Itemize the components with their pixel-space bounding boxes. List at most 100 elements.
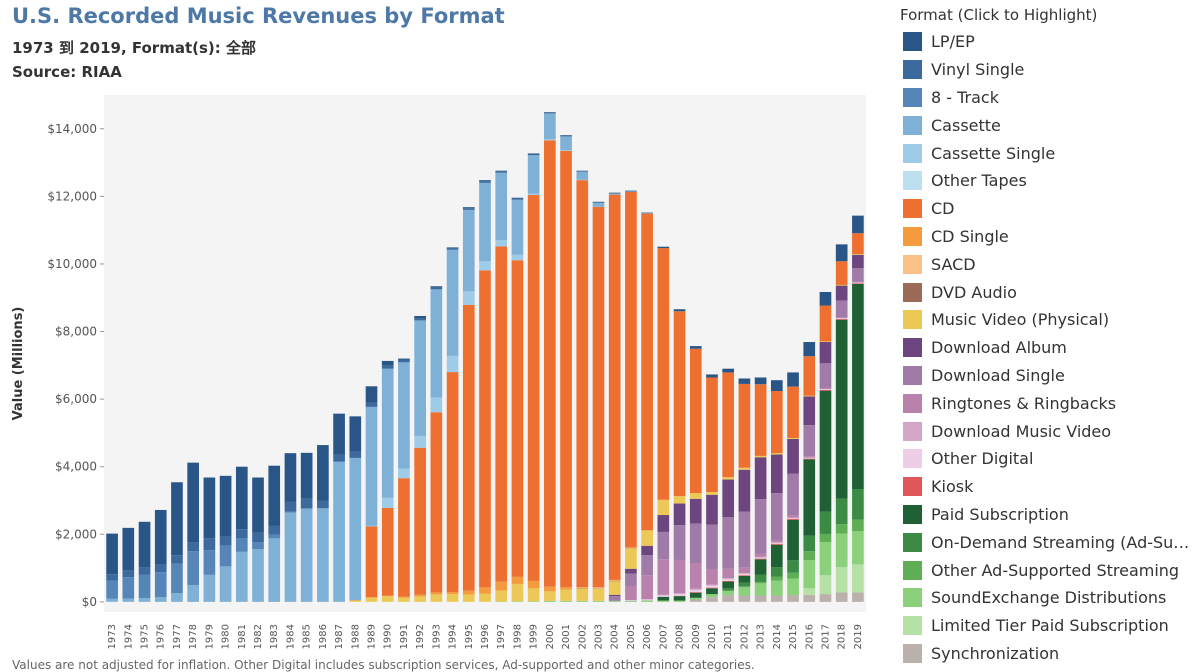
bar-segment[interactable]	[512, 199, 524, 200]
bar-segment[interactable]	[787, 560, 799, 573]
bar-segment[interactable]	[236, 552, 248, 602]
bar-segment[interactable]	[739, 567, 751, 573]
bar-segment[interactable]	[820, 594, 832, 602]
bar-segment[interactable]	[787, 516, 799, 518]
bar-segment[interactable]	[641, 601, 653, 602]
bar-segment[interactable]	[593, 203, 605, 207]
bar-segment[interactable]	[852, 254, 864, 255]
bar-segment[interactable]	[803, 396, 815, 397]
bar-segment[interactable]	[560, 150, 572, 151]
bar-segment[interactable]	[576, 587, 588, 588]
bar-segment[interactable]	[447, 248, 459, 250]
bar-segment[interactable]	[852, 283, 864, 284]
bar-segment[interactable]	[576, 601, 588, 602]
bar-segment[interactable]	[625, 569, 637, 574]
bar-segment[interactable]	[593, 588, 605, 589]
bar-segment[interactable]	[739, 470, 751, 512]
bar-segment[interactable]	[755, 558, 767, 559]
bar-segment[interactable]	[658, 247, 670, 248]
bar-segment[interactable]	[366, 403, 378, 407]
bar-segment[interactable]	[739, 574, 751, 575]
bar-segment[interactable]	[382, 369, 394, 498]
bar-segment[interactable]	[820, 363, 832, 388]
bar-segment[interactable]	[852, 233, 864, 254]
bar-segment[interactable]	[722, 480, 734, 518]
bar-segment[interactable]	[722, 578, 734, 579]
bar-segment[interactable]	[771, 544, 783, 545]
bar-segment[interactable]	[852, 284, 864, 489]
legend-item[interactable]: SoundExchange Distributions	[898, 584, 1198, 612]
bar-segment[interactable]	[803, 459, 815, 460]
bar-segment[interactable]	[479, 180, 491, 181]
bar-segment[interactable]	[706, 585, 718, 586]
bar-segment[interactable]	[641, 531, 653, 546]
bar-segment[interactable]	[512, 577, 524, 584]
bar-segment[interactable]	[431, 289, 443, 397]
bar-segment[interactable]	[820, 306, 832, 342]
bar-segment[interactable]	[690, 493, 702, 499]
bar-segment[interactable]	[463, 208, 475, 210]
bar-segment[interactable]	[463, 305, 475, 591]
legend-item[interactable]: Other Ad-Supported Streaming	[898, 556, 1198, 584]
bar-segment[interactable]	[544, 114, 556, 140]
bar-segment[interactable]	[836, 319, 848, 320]
bar-segment[interactable]	[771, 567, 783, 576]
bar-segment[interactable]	[787, 518, 799, 519]
bar-segment[interactable]	[820, 575, 832, 594]
bar-segment[interactable]	[220, 566, 232, 601]
bar-segment[interactable]	[528, 194, 540, 195]
bar-segment[interactable]	[690, 598, 702, 600]
bar-segment[interactable]	[820, 390, 832, 391]
bar-segment[interactable]	[431, 286, 443, 287]
bar-segment[interactable]	[836, 318, 848, 319]
bar-segment[interactable]	[366, 526, 378, 527]
legend-item[interactable]: Download Album	[898, 334, 1198, 362]
bar-segment[interactable]	[820, 542, 832, 575]
bar-segment[interactable]	[349, 416, 361, 451]
bar-segment[interactable]	[755, 377, 767, 384]
bar-segment[interactable]	[787, 474, 799, 516]
bar-segment[interactable]	[560, 601, 572, 602]
bar-segment[interactable]	[674, 596, 686, 600]
legend-item[interactable]: CD Single	[898, 223, 1198, 251]
bar-segment[interactable]	[706, 594, 718, 597]
legend-item[interactable]: Limited Tier Paid Subscription	[898, 612, 1198, 640]
bar-segment[interactable]	[171, 564, 183, 593]
bar-segment[interactable]	[268, 466, 280, 526]
bar-segment[interactable]	[285, 453, 297, 501]
bar-segment[interactable]	[187, 585, 199, 602]
bar-segment[interactable]	[349, 452, 361, 458]
bar-segment[interactable]	[852, 489, 864, 520]
bar-segment[interactable]	[431, 288, 443, 290]
bar-segment[interactable]	[706, 495, 718, 525]
bar-segment[interactable]	[722, 588, 734, 590]
bar-segment[interactable]	[803, 560, 815, 588]
bar-segment[interactable]	[609, 601, 621, 602]
legend-item[interactable]: Vinyl Single	[898, 56, 1198, 84]
bar-segment[interactable]	[739, 379, 751, 384]
bar-segment[interactable]	[625, 601, 637, 602]
bar-segment[interactable]	[658, 248, 670, 500]
bar-segment[interactable]	[836, 592, 848, 601]
bar-segment[interactable]	[836, 320, 848, 499]
bar-segment[interactable]	[609, 581, 621, 595]
bar-segment[interactable]	[398, 596, 410, 597]
bar-segment[interactable]	[268, 535, 280, 539]
bar-segment[interactable]	[544, 601, 556, 602]
bar-segment[interactable]	[479, 183, 491, 261]
bar-segment[interactable]	[658, 515, 670, 532]
bar-segment[interactable]	[155, 597, 167, 602]
bar-segment[interactable]	[625, 191, 637, 192]
bar-segment[interactable]	[593, 207, 605, 587]
bar-segment[interactable]	[803, 459, 815, 535]
bar-segment[interactable]	[479, 587, 491, 593]
bar-segment[interactable]	[139, 522, 151, 568]
bar-segment[interactable]	[674, 593, 686, 594]
bar-segment[interactable]	[285, 512, 297, 513]
bar-segment[interactable]	[771, 543, 783, 544]
bar-segment[interactable]	[836, 261, 848, 285]
bar-segment[interactable]	[658, 559, 670, 594]
bar-segment[interactable]	[544, 112, 556, 113]
bar-segment[interactable]	[447, 247, 459, 248]
bar-segment[interactable]	[803, 342, 815, 356]
